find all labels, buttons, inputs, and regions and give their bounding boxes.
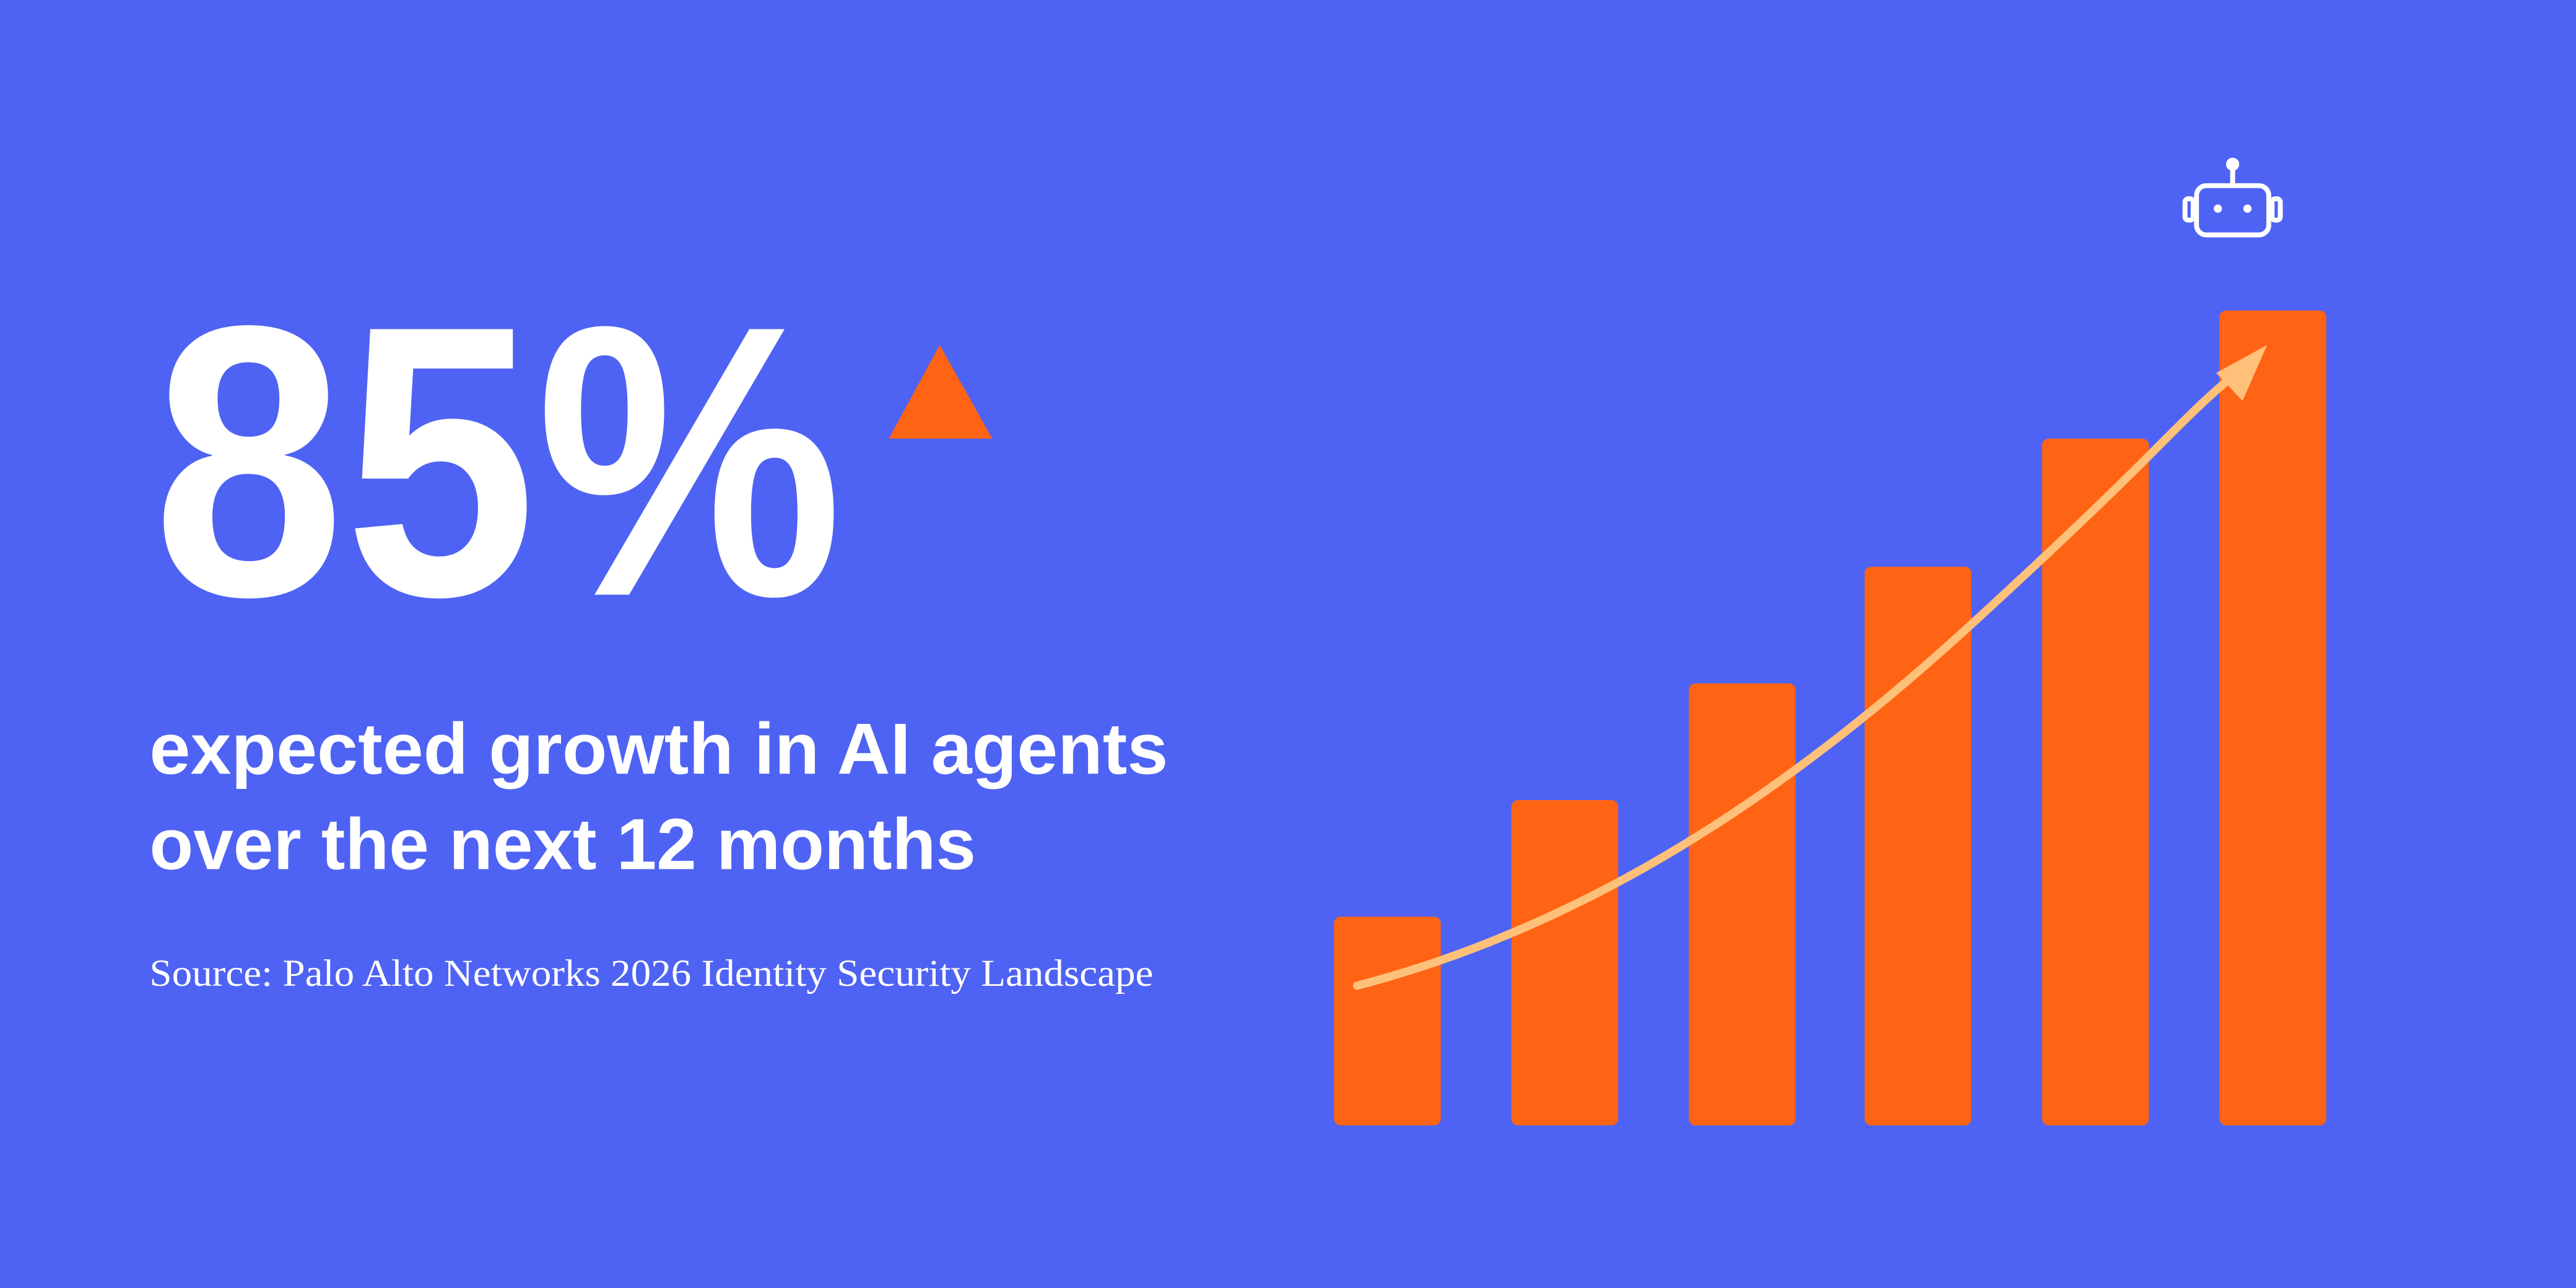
bar <box>1511 800 1619 1126</box>
up-triangle <box>889 345 993 439</box>
bar <box>1865 567 1972 1126</box>
description-line: over the next 12 months <box>149 803 975 884</box>
bar <box>1689 683 1796 1126</box>
arrow-head <box>2216 345 2268 401</box>
bar <box>1334 916 1441 1126</box>
trend-arrow <box>1352 370 2239 990</box>
source-note: Source: Palo Alto Networks 2026 Identity… <box>149 953 1153 994</box>
bar <box>2042 438 2149 1126</box>
bar-illustration <box>1334 310 2326 1126</box>
bar <box>2219 310 2326 1126</box>
headline-stat: 85% <box>153 246 843 677</box>
robot-icon <box>2182 157 2283 238</box>
description-line: expected growth in AI agents <box>149 708 1168 790</box>
